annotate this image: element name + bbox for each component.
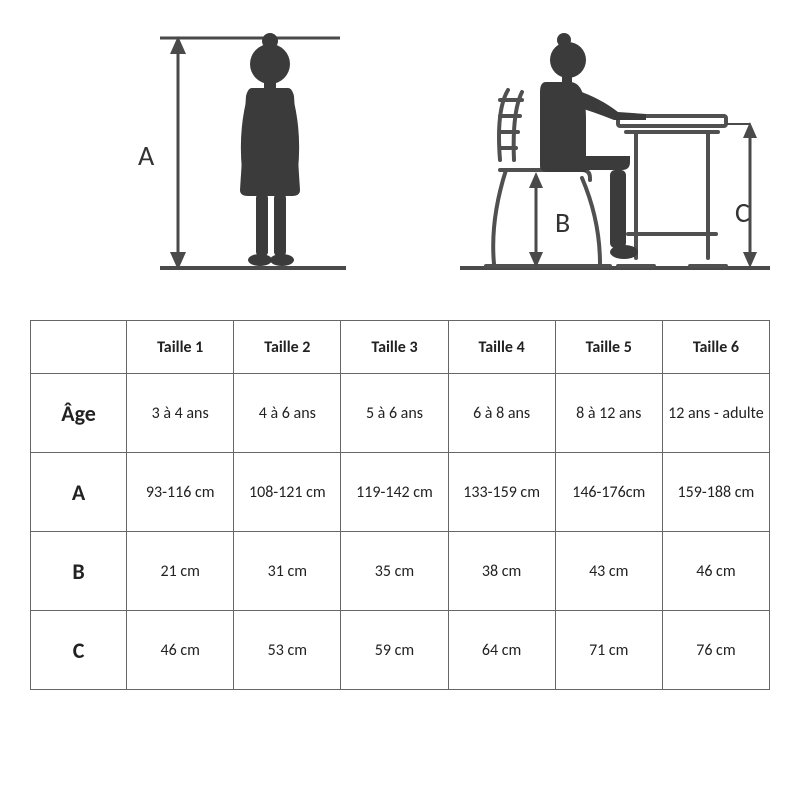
seated-diagram bbox=[450, 20, 780, 280]
row-header-c: C bbox=[31, 611, 127, 690]
table-cell: 35 cm bbox=[341, 532, 448, 611]
table-cell: 119-142 cm bbox=[341, 453, 448, 532]
table-cell: 21 cm bbox=[127, 532, 234, 611]
table-cell: 59 cm bbox=[341, 611, 448, 690]
table-cell: 93-116 cm bbox=[127, 453, 234, 532]
table-cell: 64 cm bbox=[448, 611, 555, 690]
table-cell: 159-188 cm bbox=[662, 453, 769, 532]
table-cell: 5 à 6 ans bbox=[341, 374, 448, 453]
table-cell: 38 cm bbox=[448, 532, 555, 611]
dimension-label-c: C bbox=[735, 195, 750, 230]
table-cell: 46 cm bbox=[127, 611, 234, 690]
table-cell: 31 cm bbox=[234, 532, 341, 611]
col-header: Taille 5 bbox=[555, 321, 662, 374]
col-header: Taille 3 bbox=[341, 321, 448, 374]
table-row: C 46 cm 53 cm 59 cm 64 cm 71 cm 76 cm bbox=[31, 611, 770, 690]
col-header: Taille 2 bbox=[234, 321, 341, 374]
dimension-label-b: B bbox=[555, 205, 570, 240]
table-corner bbox=[31, 321, 127, 374]
table-cell: 146-176cm bbox=[555, 453, 662, 532]
size-table: Taille 1 Taille 2 Taille 3 Taille 4 Tail… bbox=[30, 320, 770, 690]
table-cell: 108-121 cm bbox=[234, 453, 341, 532]
table-cell: 4 à 6 ans bbox=[234, 374, 341, 453]
table-row: B 21 cm 31 cm 35 cm 38 cm 43 cm 46 cm bbox=[31, 532, 770, 611]
table-cell: 6 à 8 ans bbox=[448, 374, 555, 453]
dimension-label-a: A bbox=[138, 138, 154, 173]
table-cell: 43 cm bbox=[555, 532, 662, 611]
diagram-row: A bbox=[30, 20, 770, 310]
table-cell: 8 à 12 ans bbox=[555, 374, 662, 453]
row-header-a: A bbox=[31, 453, 127, 532]
table-cell: 76 cm bbox=[662, 611, 769, 690]
table-header-row: Taille 1 Taille 2 Taille 3 Taille 4 Tail… bbox=[31, 321, 770, 374]
row-header-b: B bbox=[31, 532, 127, 611]
table-cell: 46 cm bbox=[662, 532, 769, 611]
page: A bbox=[0, 0, 800, 800]
row-header-age: Âge bbox=[31, 374, 127, 453]
table-cell: 3 à 4 ans bbox=[127, 374, 234, 453]
col-header: Taille 1 bbox=[127, 321, 234, 374]
standing-diagram bbox=[120, 20, 360, 280]
table-cell: 12 ans - adulte bbox=[662, 374, 769, 453]
table-cell: 71 cm bbox=[555, 611, 662, 690]
seated-svg bbox=[450, 20, 780, 280]
table-row: A 93-116 cm 108-121 cm 119-142 cm 133-15… bbox=[31, 453, 770, 532]
col-header: Taille 4 bbox=[448, 321, 555, 374]
table-cell: 133-159 cm bbox=[448, 453, 555, 532]
col-header: Taille 6 bbox=[662, 321, 769, 374]
table-cell: 53 cm bbox=[234, 611, 341, 690]
standing-svg bbox=[120, 20, 360, 280]
table-row: Âge 3 à 4 ans 4 à 6 ans 5 à 6 ans 6 à 8 … bbox=[31, 374, 770, 453]
